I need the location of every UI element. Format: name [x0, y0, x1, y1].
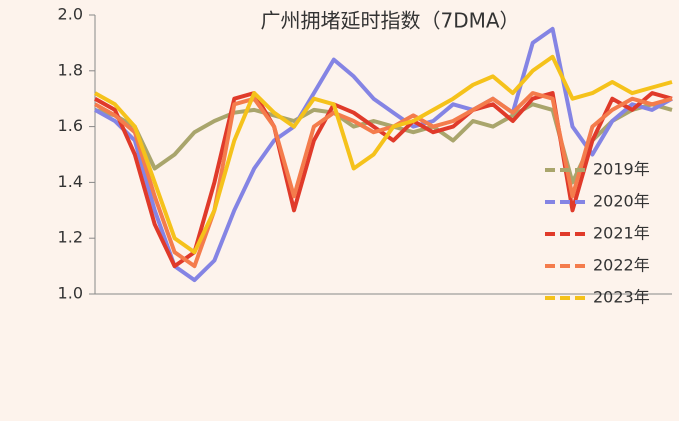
series-line	[94, 102, 673, 185]
y-tick-label: 1.0	[58, 284, 83, 303]
y-tick-label: 1.4	[58, 172, 83, 191]
series-line	[94, 91, 673, 269]
series-line	[94, 91, 673, 269]
series-line	[94, 26, 673, 283]
legend-label: 2023年	[593, 288, 650, 307]
y-tick-label: 1.2	[58, 228, 83, 247]
legend-label: 2020年	[593, 192, 650, 211]
legend-label: 2019年	[593, 160, 650, 179]
y-tick-label: 1.6	[58, 116, 83, 135]
chart-title: 广州拥堵延时指数（7DMA）	[260, 9, 519, 33]
y-tick-label: 1.8	[58, 60, 83, 79]
y-tick-label: 2.0	[58, 5, 83, 24]
series-line	[94, 54, 673, 255]
legend-label: 2022年	[593, 256, 650, 275]
legend-label: 2021年	[593, 224, 650, 243]
